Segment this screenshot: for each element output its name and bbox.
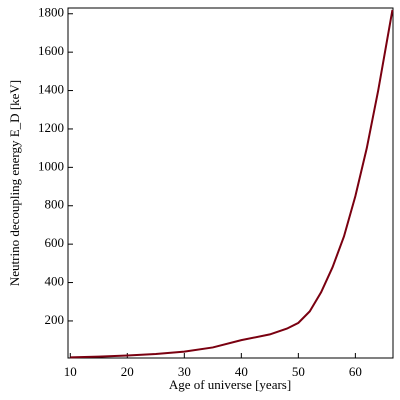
- y-tick-label: 1600: [38, 43, 64, 58]
- x-tick-label: 30: [178, 364, 191, 379]
- y-tick-label: 400: [45, 274, 65, 289]
- x-tick-label: 50: [292, 364, 305, 379]
- x-tick-label: 10: [64, 364, 77, 379]
- y-tick-label: 200: [45, 312, 65, 327]
- y-tick-label: 800: [45, 197, 65, 212]
- plot-frame: [67, 7, 394, 359]
- x-tick-label: 20: [121, 364, 134, 379]
- y-axis-label: Neutrino decoupling energy E_D [keV]: [7, 80, 22, 286]
- y-tick-label: 1400: [38, 82, 64, 97]
- x-axis-label: Age of universe [years]: [169, 377, 291, 392]
- x-tick-label: 40: [235, 364, 248, 379]
- y-tick-label: 600: [45, 235, 65, 250]
- y-tick-label: 1000: [38, 158, 64, 173]
- data-line: [70, 9, 394, 359]
- y-tick-label: 1200: [38, 120, 64, 135]
- y-tick-label: 1800: [38, 5, 64, 20]
- x-tick-label: 60: [349, 364, 362, 379]
